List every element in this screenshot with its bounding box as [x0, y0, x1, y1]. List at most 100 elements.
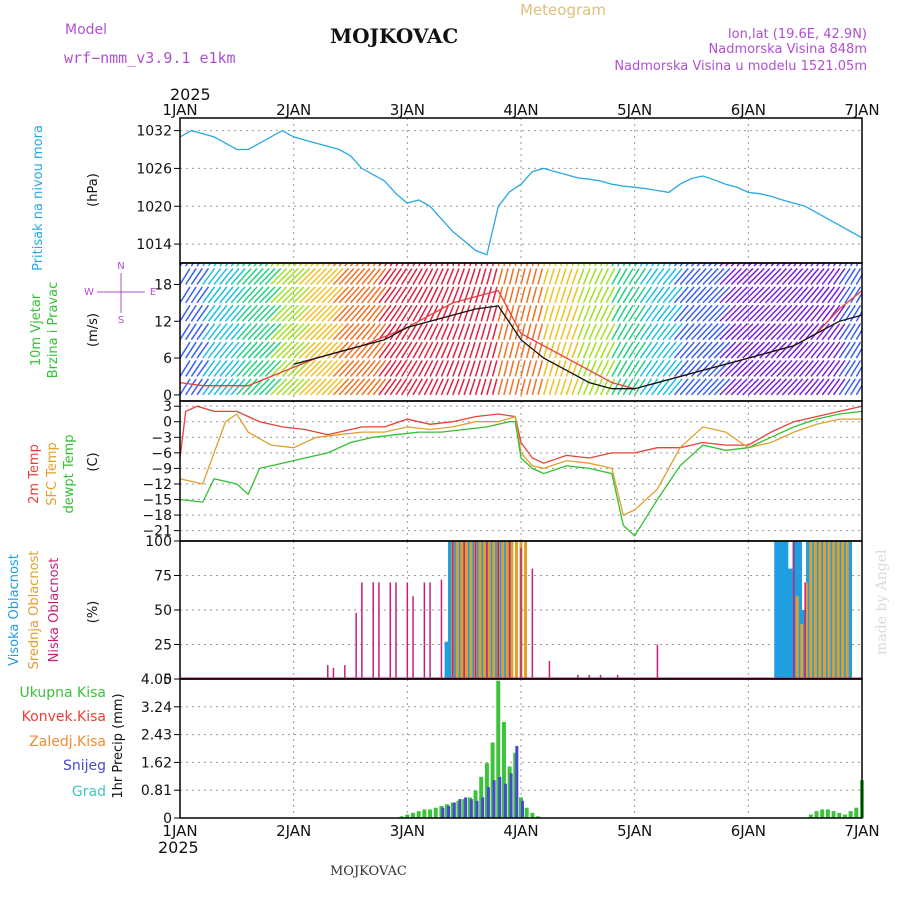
wind-barb: [838, 286, 851, 304]
wind-barb: [849, 323, 862, 341]
wind-barb: [662, 341, 677, 359]
wind-barb: [525, 268, 532, 285]
cloud-bar: [588, 674, 590, 679]
wind-barb: [815, 304, 830, 322]
wind-barb: [440, 378, 450, 396]
wind-barb: [651, 268, 665, 285]
cloud-bar: [344, 665, 346, 679]
cloud-bar: [792, 541, 798, 679]
wind-barb: [776, 378, 793, 396]
panel-frames: [179, 117, 863, 819]
wind-barb: [753, 267, 771, 285]
wind-barb: [452, 286, 460, 304]
wind-barb: [327, 304, 344, 322]
wind-barb: [298, 304, 316, 322]
wind-barb: [577, 268, 585, 285]
cloud-bar: [815, 541, 821, 679]
wind-barb: [224, 286, 240, 304]
wind-barb: [315, 359, 333, 377]
precip-bar: [399, 816, 404, 818]
wind-barb: [747, 359, 765, 377]
cloud-bar: [452, 541, 454, 679]
wind-barb: [708, 304, 725, 322]
wind-barb: [628, 360, 640, 377]
time-tick-label-top: 7JAN: [844, 101, 879, 119]
wind-barb: [588, 268, 597, 285]
wind-barb: [730, 378, 748, 396]
wind-barb: [395, 341, 408, 359]
y-tick-label: −3: [151, 430, 172, 446]
wind-barb: [395, 360, 408, 377]
wind-barb: [474, 323, 482, 340]
wind-barb: [798, 286, 814, 304]
wind-barb: [753, 378, 771, 396]
wind-barb: [435, 286, 444, 304]
precip-bar: [452, 802, 456, 818]
wind-barb: [230, 304, 246, 322]
wind-barb: [764, 359, 782, 377]
wind-barb: [673, 286, 689, 304]
wind-barb: [366, 267, 382, 285]
wind-barb: [327, 341, 344, 359]
wind-barb: [270, 267, 288, 285]
cloud-bar: [810, 541, 816, 679]
series-line-temperature: [179, 413, 862, 517]
wind-barb: [685, 341, 701, 359]
wind-barb: [355, 323, 371, 341]
wind-barb: [321, 359, 339, 377]
wind-barb: [247, 323, 264, 341]
wind-barb: [253, 304, 270, 322]
wind-barb: [673, 341, 689, 359]
wind-barb: [180, 341, 191, 359]
wind-barb: [315, 267, 333, 285]
compass-label: N: [117, 261, 124, 272]
wind-barb: [548, 305, 555, 322]
wind-barb: [708, 267, 725, 285]
footer-station: MOJKOVAC: [330, 864, 407, 879]
y-tick-label: 18: [154, 277, 172, 293]
wind-barb: [668, 323, 683, 341]
cloud-bar: [395, 582, 397, 679]
wind-barb: [520, 305, 526, 322]
wind-barb: [207, 286, 222, 304]
wind-barb: [736, 267, 754, 285]
wind-barb: [480, 341, 487, 359]
cloud-bar: [514, 541, 518, 679]
wind-barb: [616, 341, 628, 359]
y-tick-label: 4.05: [141, 672, 172, 688]
wind-barb: [480, 360, 487, 377]
wind-barb: [730, 286, 748, 304]
wind-barb: [281, 378, 299, 396]
wind-barb: [742, 267, 760, 285]
y-tick-label: 1026: [136, 161, 172, 177]
y-tick-label: 0: [163, 415, 172, 431]
wind-barb: [207, 268, 222, 285]
cloud-bar: [457, 541, 463, 679]
meteogram-title: Meteogram: [520, 1, 606, 19]
wind-barb: [259, 378, 276, 396]
wind-barb: [321, 323, 339, 341]
cloud-bar: [389, 582, 392, 679]
wind-barb: [185, 360, 197, 377]
wind-barb: [508, 341, 515, 359]
wind-barb: [503, 360, 509, 377]
wind-barb: [827, 268, 841, 285]
wind-barb: [463, 323, 471, 340]
cloud-bar: [497, 541, 500, 679]
wind-barb: [855, 291, 862, 304]
wind-barb: [520, 323, 526, 340]
precip-bar: [848, 811, 853, 818]
wind-barb: [196, 323, 210, 341]
wind-barb: [787, 378, 804, 396]
wind-barb: [525, 341, 532, 359]
time-tick-label-top: 5JAN: [617, 101, 652, 119]
y-tick-label: 25: [154, 638, 172, 654]
wind-barb: [491, 268, 498, 285]
wind-barb: [673, 304, 689, 322]
cloud-bar: [505, 541, 509, 679]
wind-barb: [480, 378, 487, 396]
cloud-bar: [795, 596, 799, 679]
wind-barb: [679, 286, 695, 304]
wind-barb: [503, 323, 509, 340]
wind-barb: [349, 341, 366, 359]
